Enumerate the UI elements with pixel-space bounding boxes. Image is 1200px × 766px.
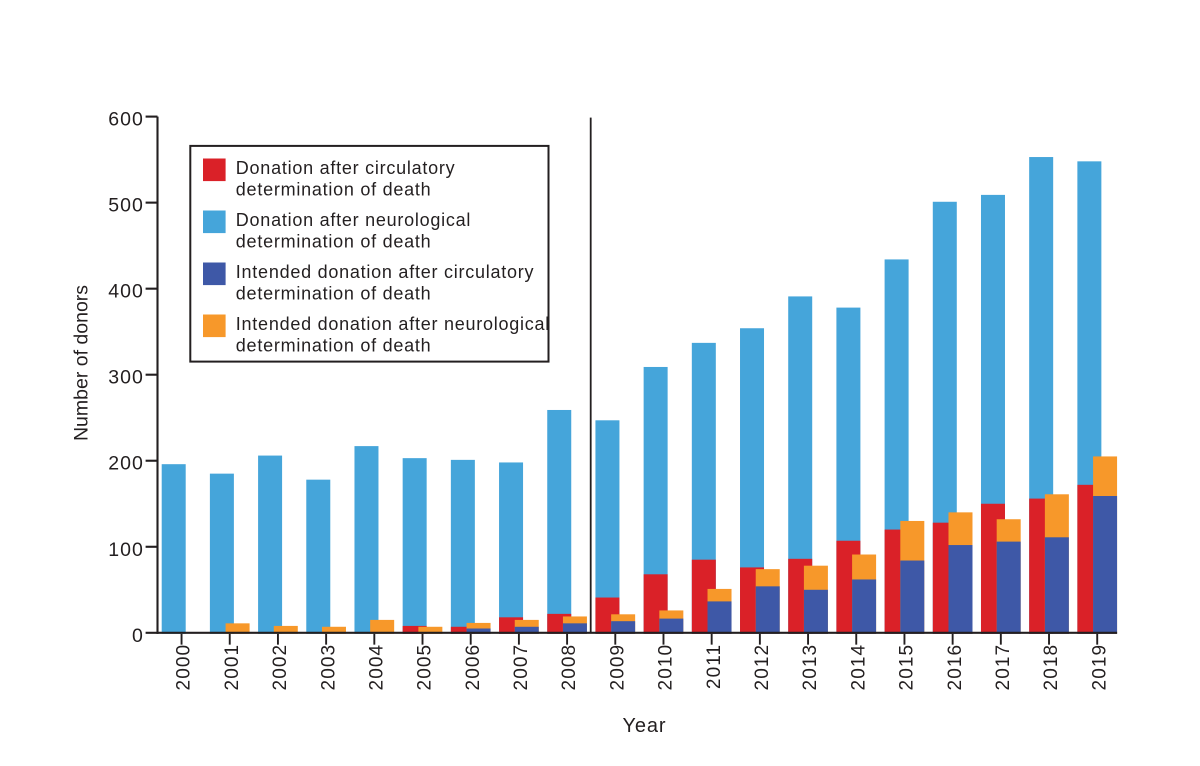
svg-text:2004: 2004 (366, 644, 387, 691)
svg-text:Donation after neurological: Donation after neurological (236, 210, 471, 230)
svg-text:2009: 2009 (607, 644, 628, 691)
svg-text:Intended donation after circul: Intended donation after circulatory (236, 262, 534, 282)
svg-text:2005: 2005 (415, 644, 436, 691)
svg-text:2002: 2002 (270, 644, 291, 691)
svg-text:2016: 2016 (945, 644, 966, 691)
svg-text:2015: 2015 (897, 644, 918, 691)
svg-text:2011: 2011 (704, 644, 725, 689)
svg-text:0: 0 (132, 625, 144, 647)
svg-text:2013: 2013 (800, 644, 821, 691)
svg-text:2008: 2008 (559, 644, 580, 691)
svg-text:2017: 2017 (993, 644, 1014, 691)
svg-text:600: 600 (108, 109, 144, 131)
svg-text:Year: Year (622, 715, 666, 737)
svg-text:2010: 2010 (656, 644, 677, 691)
svg-text:2014: 2014 (848, 644, 869, 691)
svg-text:determination of death: determination of death (236, 180, 432, 200)
svg-text:determination of death: determination of death (236, 284, 432, 304)
svg-text:determination of death: determination of death (236, 336, 432, 356)
svg-text:2000: 2000 (174, 644, 195, 691)
svg-text:Donation after circulatory: Donation after circulatory (236, 158, 456, 178)
svg-text:Number of donors: Number of donors (70, 285, 92, 441)
svg-text:2007: 2007 (511, 644, 532, 691)
svg-text:2006: 2006 (463, 644, 484, 691)
svg-text:300: 300 (108, 367, 144, 389)
svg-text:2012: 2012 (752, 644, 773, 691)
svg-text:determination of death: determination of death (236, 232, 432, 252)
svg-text:2003: 2003 (318, 644, 339, 691)
svg-text:200: 200 (108, 453, 144, 475)
svg-text:2001: 2001 (222, 644, 243, 691)
svg-text:2018: 2018 (1041, 644, 1062, 691)
svg-text:400: 400 (108, 281, 144, 303)
svg-text:500: 500 (108, 195, 144, 217)
svg-text:2019: 2019 (1089, 644, 1110, 691)
svg-text:100: 100 (108, 539, 144, 561)
svg-text:Intended donation after neurol: Intended donation after neurological (236, 314, 550, 334)
